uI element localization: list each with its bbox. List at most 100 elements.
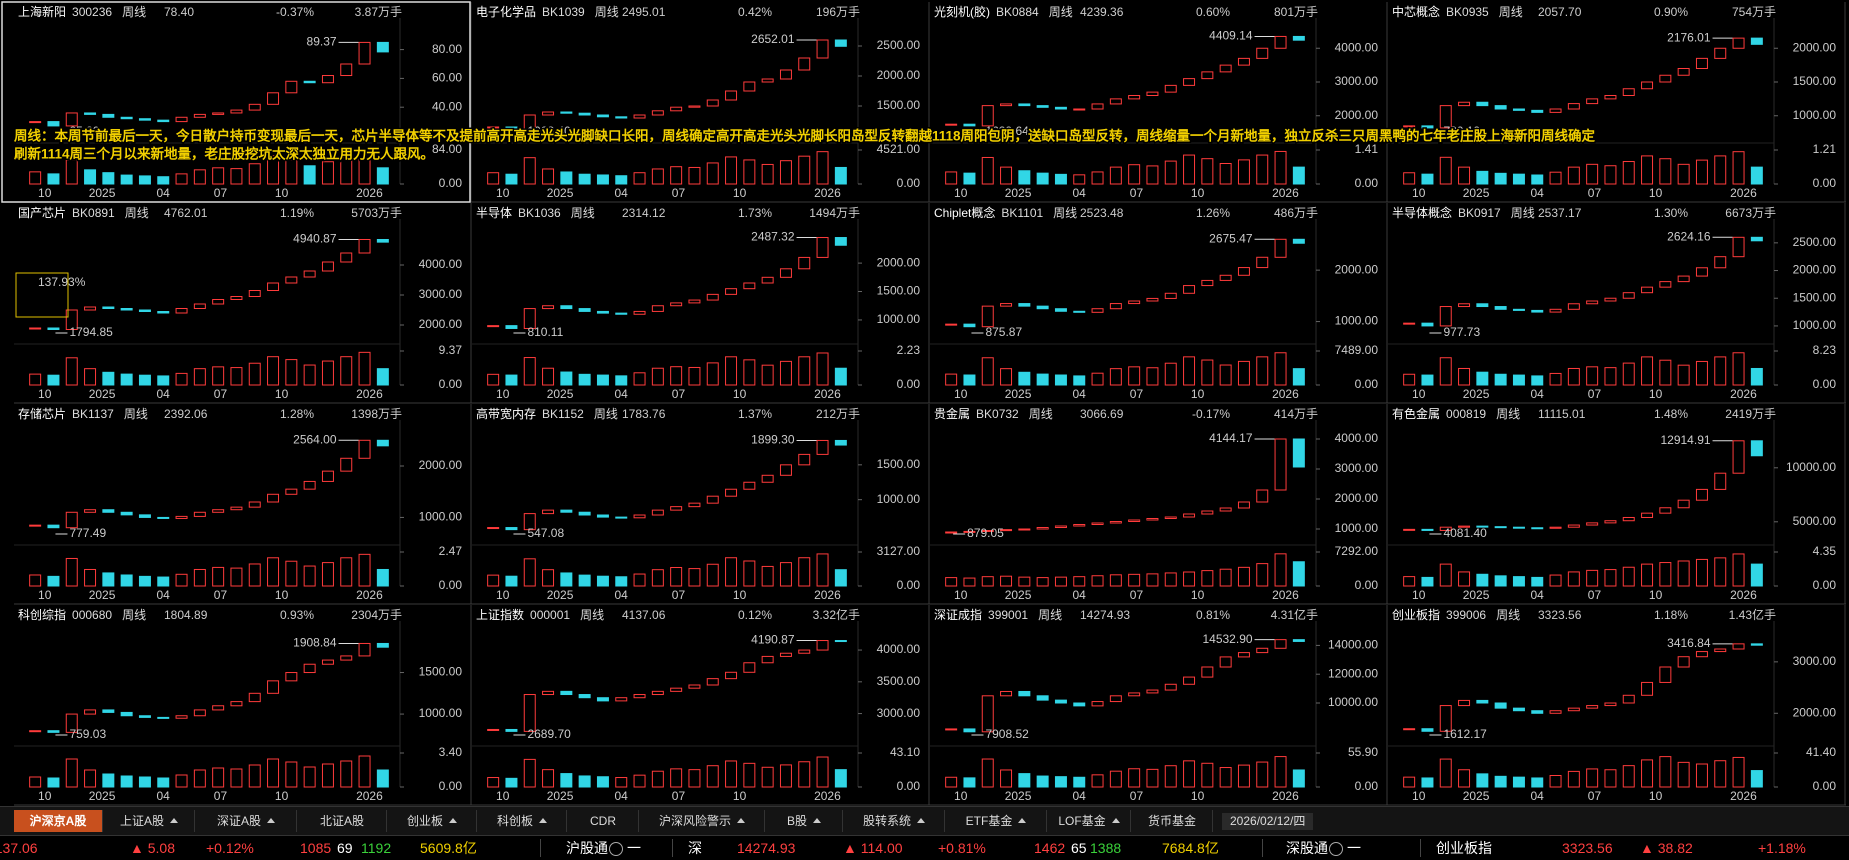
y-tick-label: 2000.00: [1793, 705, 1837, 719]
candle: [945, 323, 958, 326]
info-icon[interactable]: [1329, 842, 1343, 856]
candle: [340, 252, 353, 263]
change-pct: 1.28%: [280, 407, 314, 421]
tab[interactable]: ETF基金: [946, 810, 1047, 832]
volume-bar: [29, 373, 42, 386]
tab[interactable]: 北证A股: [298, 810, 387, 832]
volume-bar: [633, 172, 646, 185]
tab[interactable]: 上证A股: [104, 810, 195, 832]
note-box: [15, 272, 69, 318]
tab[interactable]: 货币基金: [1132, 810, 1213, 832]
index-pct: +1.18%: [1758, 840, 1806, 856]
tab[interactable]: B股: [766, 810, 843, 832]
volume-bar: [230, 768, 243, 788]
tab[interactable]: 沪深京A股: [14, 810, 103, 832]
candle: [1109, 98, 1122, 105]
candle: [1000, 529, 1013, 532]
high-label: 89.37: [307, 35, 337, 49]
candle: [1714, 256, 1727, 269]
volume-bar: [29, 574, 42, 587]
volume-total: 2304万手: [351, 608, 402, 622]
candle: [505, 126, 518, 131]
volume-bar: [1274, 352, 1287, 386]
tab[interactable]: LOF基金: [1048, 810, 1131, 832]
volume-bar: [725, 760, 738, 788]
volume-bar: [1512, 173, 1525, 185]
candle: [542, 111, 555, 116]
volume-bar: [1201, 158, 1214, 185]
volume-tick-label: 55.90: [1348, 745, 1378, 759]
candle: [102, 113, 115, 118]
x-tick-label: 2026: [356, 186, 383, 200]
volume-bar: [1439, 563, 1452, 587]
panel-header: 创业板指 399006 周线: [1392, 607, 1520, 622]
header-period: 周线: [571, 206, 595, 220]
volume-bar: [963, 374, 976, 386]
down-count: 1192: [361, 840, 392, 856]
x-tick-label: 04: [1530, 789, 1544, 803]
stock-panel: 中芯概念 BK0935 周线 2057.70 0.90% 754万手 2000.00 1500…: [1388, 2, 1846, 203]
candle: [248, 501, 261, 508]
candle: [1512, 308, 1525, 311]
tab[interactable]: 科创板: [478, 810, 567, 832]
candle: [834, 237, 847, 246]
header-code: BK0732: [976, 407, 1019, 421]
candle: [1641, 681, 1654, 696]
header-code: 000680: [72, 608, 112, 622]
volume-bar: [212, 767, 225, 788]
y-tick-label: 1000.00: [1793, 318, 1837, 332]
volume-tick-label: 0.00: [897, 779, 921, 793]
x-tick-label: 07: [214, 789, 228, 803]
volume-tick-label: 0.00: [1813, 377, 1837, 391]
candle: [1219, 64, 1232, 73]
change-pct: 0.12%: [738, 608, 772, 622]
volume-bar: [505, 374, 518, 386]
volume-bar: [230, 567, 243, 587]
volume-bar: [321, 763, 334, 788]
low-label: 879.05: [967, 526, 1004, 540]
volume-bar: [193, 169, 206, 185]
header-period: 周线: [122, 608, 146, 622]
volume-bar: [1036, 577, 1049, 587]
x-tick-label: 10: [38, 588, 52, 602]
high-label: 2564.00: [293, 432, 337, 446]
info-icon[interactable]: [609, 842, 623, 856]
header-name: 半导体: [476, 206, 512, 220]
volume-bar: [1714, 557, 1727, 587]
volume-bar: [596, 575, 609, 587]
volume-bar: [47, 575, 60, 587]
x-tick-label: 10: [954, 387, 968, 401]
candle: [175, 715, 188, 719]
header-period: 周线: [1496, 407, 1520, 421]
tab[interactable]: 股转系统: [844, 810, 945, 832]
candle: [1128, 519, 1141, 522]
candle: [651, 690, 664, 696]
x-tick-label: 04: [614, 387, 628, 401]
tab[interactable]: CDR: [568, 810, 639, 832]
volume-bar: [596, 374, 609, 386]
volume-tick-label: 41.40: [1806, 745, 1836, 759]
candle: [175, 308, 188, 314]
volume-bar: [1018, 576, 1031, 587]
x-tick-label: 07: [1588, 789, 1602, 803]
x-tick-label: 10: [1412, 588, 1426, 602]
tab[interactable]: 创业板: [388, 810, 477, 832]
volume-bar: [376, 368, 389, 386]
x-tick-label: 2026: [814, 588, 841, 602]
tab[interactable]: 深证A股: [196, 810, 297, 832]
price: 1804.89: [164, 608, 208, 622]
candle: [321, 470, 334, 482]
candle: [725, 671, 738, 680]
tab[interactable]: 沪深风险警示: [640, 810, 765, 832]
volume-bar: [743, 560, 756, 587]
x-tick-label: 2026: [1730, 588, 1757, 602]
y-tick-label: 3000.00: [419, 287, 463, 301]
index-pct: +0.81%: [938, 840, 986, 856]
volume-bar: [1018, 170, 1031, 185]
volume-bar: [1109, 574, 1122, 587]
volume-bar: [1494, 775, 1507, 788]
change-pct: 1.30%: [1654, 206, 1688, 220]
volume-bar: [102, 371, 115, 386]
volume-bar: [267, 356, 280, 386]
volume-bar: [285, 359, 298, 386]
